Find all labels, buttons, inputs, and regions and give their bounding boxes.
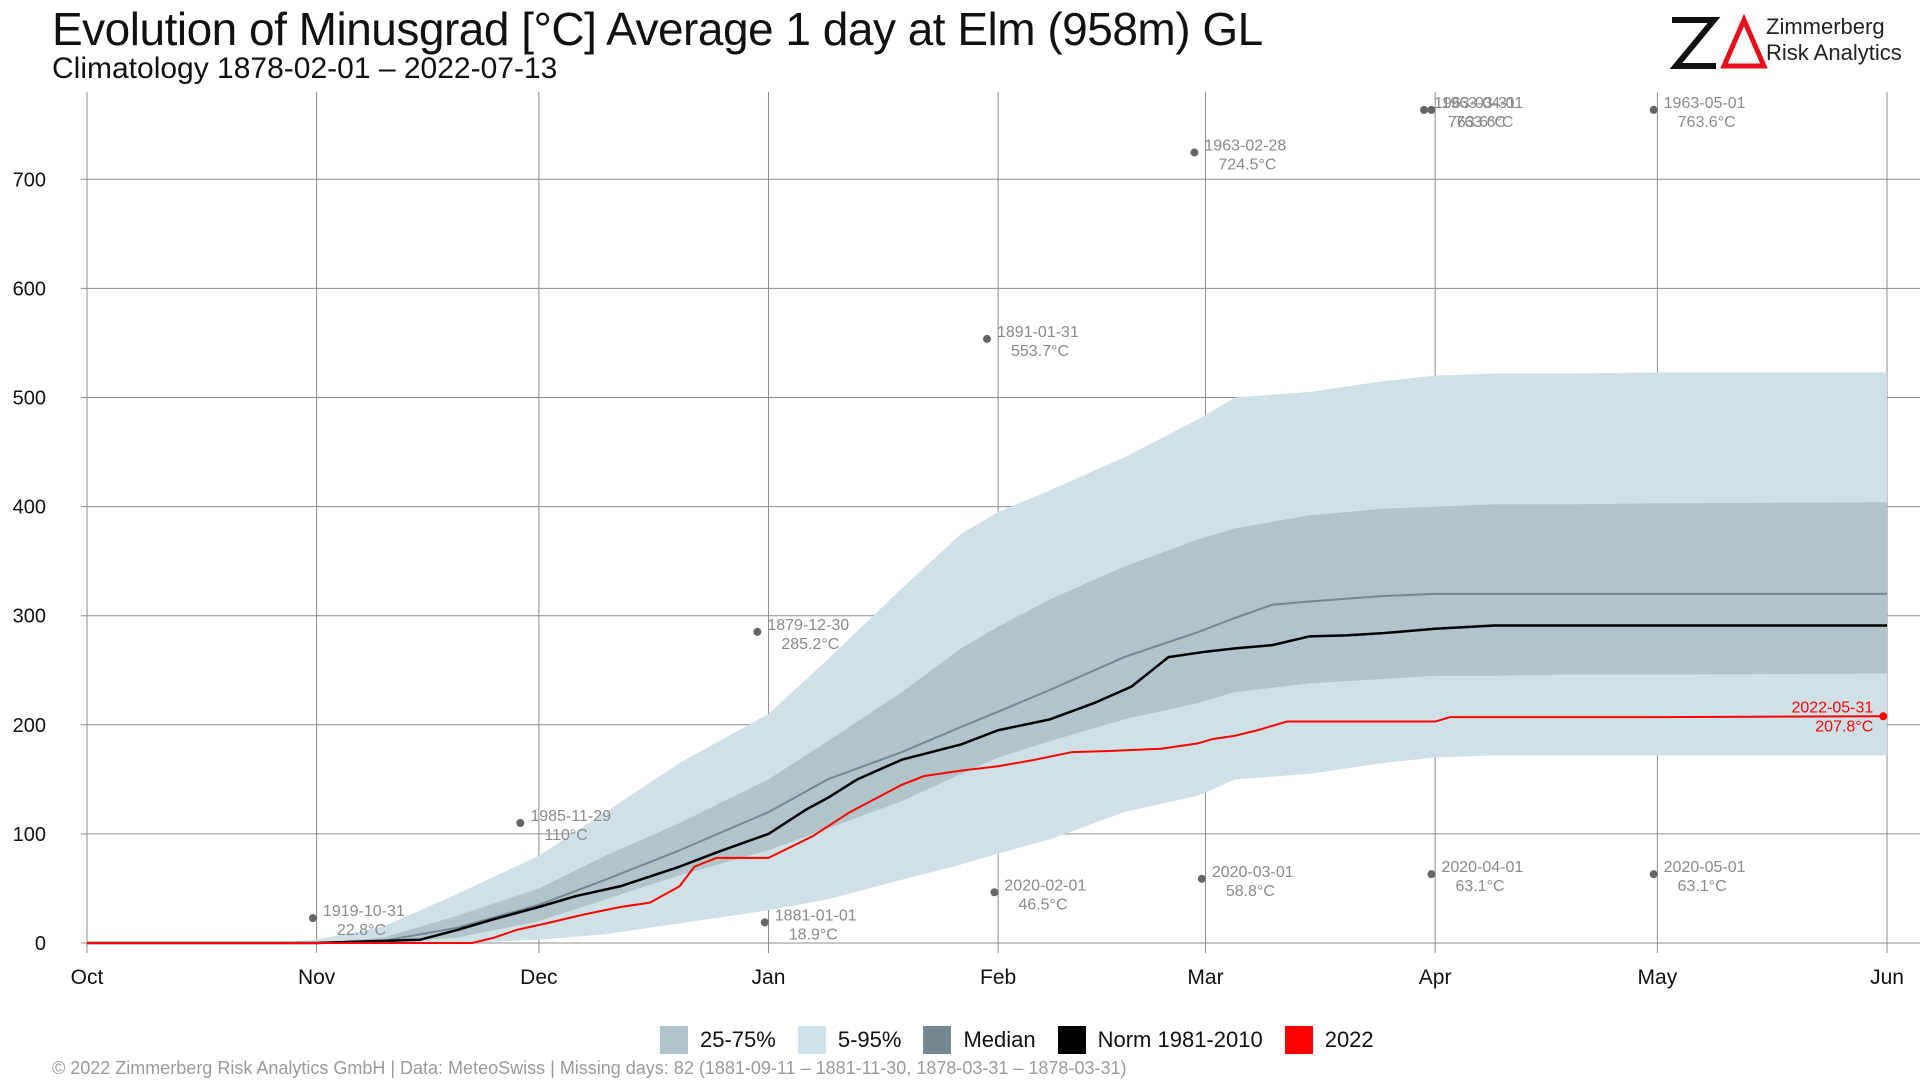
chart-title: Evolution of Minusgrad [°C] Average 1 da… [52, 3, 1263, 55]
annotation-point [308, 914, 317, 923]
legend-swatch [1284, 1026, 1313, 1054]
legend: 25-75% 5-95% Median Norm 1981-2010 2022 [660, 1024, 1396, 1056]
annotation-value: 110°C [544, 827, 587, 844]
annotation-value: 46.5°C [1018, 896, 1067, 913]
y-tick-label: 600 [13, 278, 46, 300]
annotation-date: 2020-03-01 [1212, 864, 1294, 881]
legend-swatch [923, 1026, 952, 1054]
annotation-date: 2020-02-01 [1004, 877, 1086, 894]
chart-subtitle: Climatology 1878-02-01 – 2022-07-13 [52, 52, 558, 85]
annotation-point [753, 627, 762, 636]
x-tick-label: Oct [71, 966, 104, 989]
brand-name-line2: Risk Analytics [1766, 40, 1902, 65]
annotation-value: 763.6°C [1455, 114, 1513, 131]
annotation-date: 2020-05-01 [1664, 859, 1746, 876]
y-tick-label: 500 [13, 387, 46, 409]
y-tick-label: 0 [35, 933, 46, 955]
legend-item: Norm 1981-2010 [1057, 1026, 1263, 1054]
annotation-point [1649, 105, 1658, 114]
x-tick-label: Mar [1187, 966, 1223, 989]
legend-swatch [797, 1026, 826, 1054]
x-tick-label: Feb [980, 966, 1016, 989]
legend-swatch [1057, 1026, 1086, 1054]
norm-line [87, 624, 1887, 945]
annotation-point [1427, 870, 1436, 879]
legend-item: 2022 [1284, 1026, 1374, 1054]
annotation-value: 22.8°C [337, 922, 386, 939]
legend-item: 5-95% [797, 1026, 902, 1054]
annotation-date: 1963-02-28 [1204, 138, 1286, 155]
legend-label: Norm 1981-2010 [1097, 1027, 1263, 1052]
annotation-value: 18.9°C [789, 926, 838, 943]
annotation-point [760, 918, 769, 927]
annotation-point [1420, 105, 1429, 114]
annotation-date: 1919-10-31 [323, 903, 405, 920]
annotation-value: 58.8°C [1226, 883, 1275, 900]
annotation-value: 63.1°C [1678, 878, 1727, 895]
annotation-value: 553.7°C [1011, 343, 1069, 360]
x-tick-label: Jun [1870, 966, 1904, 989]
annotations: 1919-10-31 22.8°C 1985-11-29 110°C 1879-12-3… [308, 95, 1888, 943]
legend-swatch [660, 1026, 688, 1054]
band-25-75 [87, 502, 1887, 943]
annotation-point [1190, 148, 1199, 157]
annotation-date: 1891-01-31 [997, 324, 1079, 341]
annotation-point [1427, 105, 1436, 114]
y-tick-label: 400 [13, 497, 46, 519]
median-line [87, 592, 1887, 944]
legend-item: 25-75% [660, 1026, 776, 1054]
legend-label: 25-75% [700, 1027, 776, 1052]
footer-credits: © 2022 Zimmerberg Risk Analytics GmbH | … [52, 1058, 1127, 1078]
x-tick-label: Dec [520, 966, 557, 989]
legend-label: Median [963, 1027, 1036, 1052]
annotation-point [983, 334, 991, 343]
series-lines [87, 592, 1887, 945]
x-tick-label: May [1638, 966, 1678, 989]
logo-a-mark [1720, 13, 1768, 69]
annotation-value: 724.5°C [1218, 157, 1276, 174]
annotation-point [1649, 870, 1658, 879]
chart-plot: 1919-10-31 22.8°C 1985-11-29 110°C 1879-12-3… [13, 92, 1920, 989]
annotation-point [1879, 712, 1888, 721]
annotation-date: 1881-01-01 [775, 907, 857, 924]
annotation-value: 763.6°C [1448, 114, 1506, 131]
x-tick-label: Nov [298, 966, 336, 989]
logo-z-mark [1669, 17, 1721, 69]
percentile-bands [87, 372, 1887, 944]
x-tick-label: Jan [752, 966, 786, 989]
annotation-date: 1879-12-30 [767, 617, 849, 634]
legend-label: 5-95% [837, 1027, 902, 1052]
y-tick-label: 100 [13, 824, 46, 846]
annotation-date: 1963-05-01 [1664, 95, 1746, 112]
annotation-date: 2020-04-01 [1441, 859, 1523, 876]
annotation-point [1197, 874, 1206, 883]
annotation-value: 63.1°C [1455, 878, 1504, 895]
annotation-value: 763.6°C [1678, 114, 1736, 131]
y-tick-label: 300 [13, 606, 46, 628]
y-tick-label: 700 [13, 169, 46, 191]
annotation-point [990, 888, 999, 897]
annotation-date: 2022-05-31 [1791, 699, 1873, 716]
x-tick-label: Apr [1419, 966, 1452, 989]
brand-logo [1669, 13, 1768, 69]
annotation-date: 1963-04-01 [1441, 95, 1523, 112]
annotation-value: 285.2°C [781, 636, 839, 653]
axes: 0 100 200 300 400 500 600 700 Oct Nov Dec Jan Feb Mar… [13, 169, 1904, 989]
annotation-value: 207.8°C [1815, 718, 1873, 735]
legend-item: Median [923, 1026, 1036, 1054]
annotation-date: 1985-11-29 [530, 808, 611, 825]
annotation-date: 1963-03-31 [1434, 95, 1516, 112]
annotation-point [516, 818, 525, 827]
y-tick-label: 200 [13, 715, 46, 737]
brand-name: Zimmerberg Risk Analytics [1766, 14, 1902, 66]
year-2022-line [87, 715, 1880, 944]
legend-label: 2022 [1324, 1027, 1374, 1052]
brand-name-line1: Zimmerberg [1766, 14, 1885, 39]
